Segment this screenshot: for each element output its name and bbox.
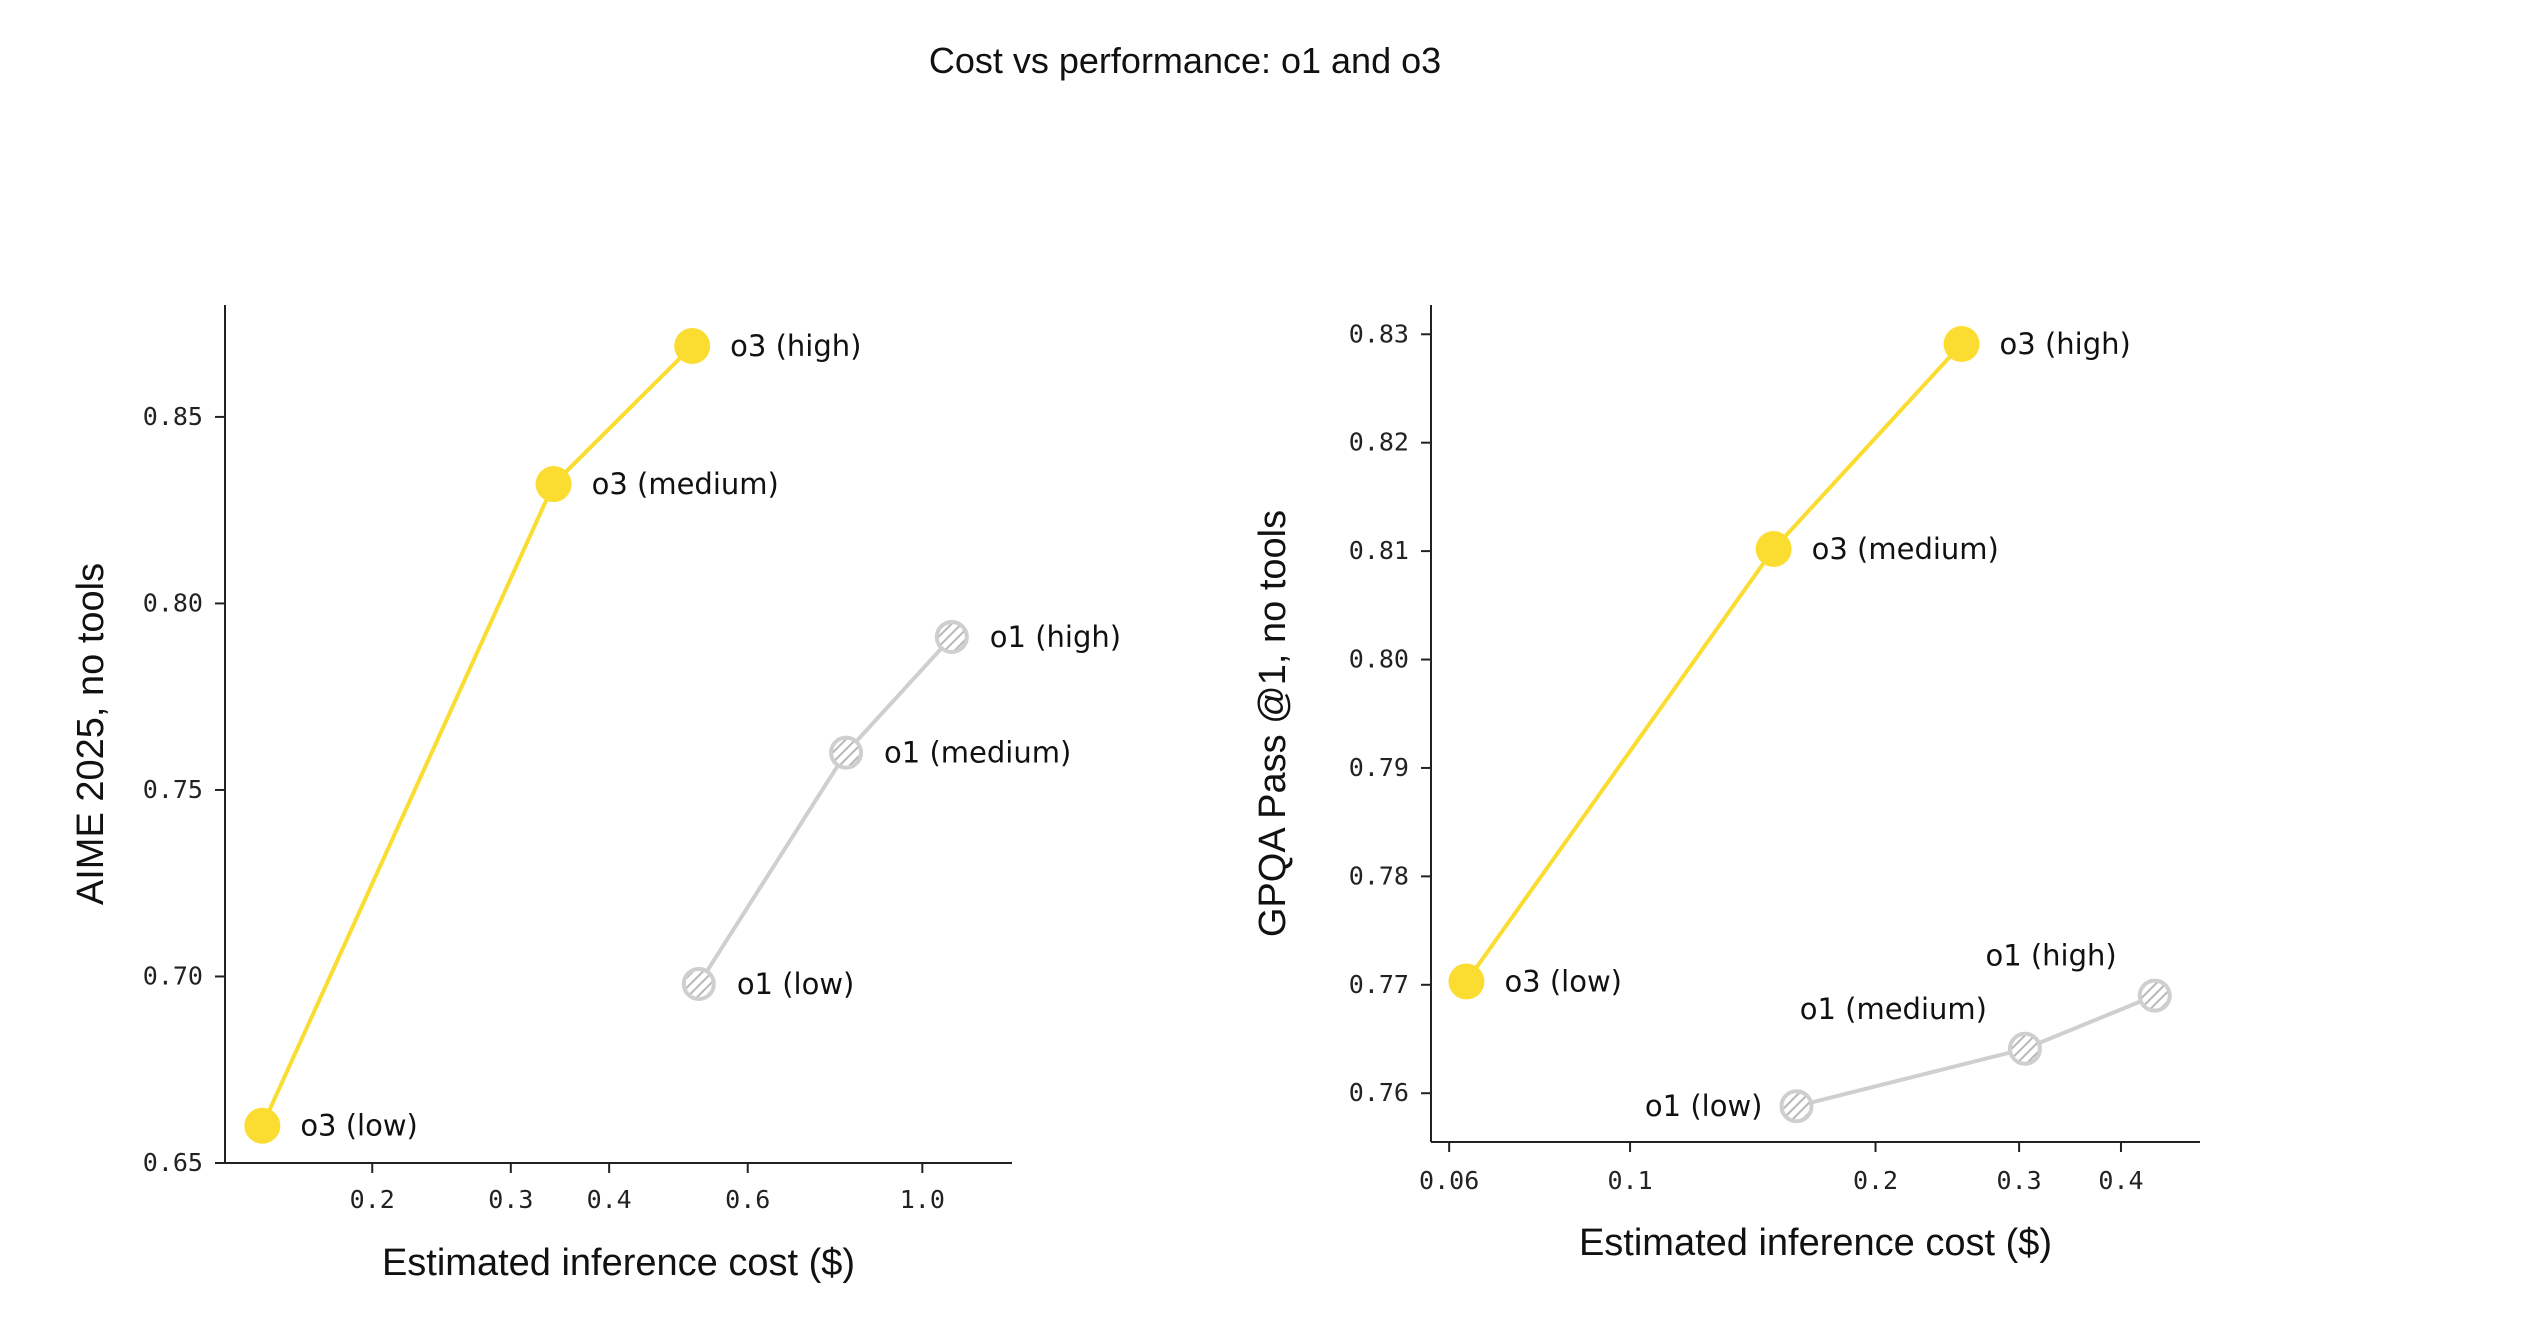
label-o1-medium: o1 (medium) bbox=[884, 736, 1071, 770]
label-o1-low: o1 (low) bbox=[737, 967, 855, 1001]
x-tick-label: 0.3 bbox=[1997, 1166, 2042, 1195]
label-o3-low: o3 (low) bbox=[1504, 965, 1622, 999]
x-tick-label: 1.0 bbox=[900, 1185, 945, 1214]
y-tick-label: 0.82 bbox=[1349, 428, 1409, 457]
series-line-o3 bbox=[1464, 342, 1964, 983]
y-axis-label: GPQA Pass @1, no tools bbox=[1252, 510, 1294, 937]
y-tick-label: 0.80 bbox=[143, 588, 203, 617]
label-o3-high: o3 (high) bbox=[730, 329, 861, 363]
x-tick-label: 0.6 bbox=[725, 1185, 770, 1214]
point-o1-high bbox=[934, 620, 969, 655]
point-o3-high bbox=[1943, 326, 1980, 363]
label-o3-high: o3 (high) bbox=[2000, 327, 2131, 361]
x-tick-label: 0.4 bbox=[2098, 1166, 2143, 1195]
y-tick-label: 0.70 bbox=[143, 961, 203, 990]
point-o3-medium bbox=[535, 466, 572, 503]
point-o3-medium bbox=[1755, 530, 1792, 567]
point-o1-low bbox=[1779, 1089, 1814, 1124]
x-axis-label: Estimated inference cost ($) bbox=[1579, 1222, 2052, 1264]
y-tick-label: 0.79 bbox=[1349, 753, 1409, 782]
x-axis-label: Estimated inference cost ($) bbox=[382, 1242, 855, 1284]
label-o1-low: o1 (low) bbox=[1645, 1089, 1763, 1123]
x-tick-label: 0.2 bbox=[350, 1185, 395, 1214]
point-o3-low bbox=[1448, 963, 1485, 1000]
y-tick-label: 0.81 bbox=[1349, 536, 1409, 565]
point-o1-medium bbox=[2007, 1031, 2042, 1066]
label-o1-high: o1 (high) bbox=[990, 620, 1121, 654]
label-o3-medium: o3 (medium) bbox=[1812, 532, 1999, 566]
y-tick-label: 0.77 bbox=[1349, 970, 1409, 999]
series-line-o3 bbox=[260, 344, 694, 1127]
y-tick-label: 0.76 bbox=[1349, 1078, 1409, 1107]
x-tick-label: 0.2 bbox=[1853, 1166, 1898, 1195]
point-o3-high bbox=[674, 328, 711, 365]
label-o3-medium: o3 (medium) bbox=[592, 467, 779, 501]
y-axis-label: AIME 2025, no tools bbox=[70, 563, 112, 905]
point-o1-medium bbox=[829, 735, 864, 770]
label-o1-medium: o1 (medium) bbox=[1800, 992, 1987, 1026]
y-tick-label: 0.80 bbox=[1349, 645, 1409, 674]
y-tick-label: 0.83 bbox=[1349, 319, 1409, 348]
x-tick-label: 0.1 bbox=[1607, 1166, 1652, 1195]
aime-chart-panel: 0.65 0.70 0.75 0.80 0.85 0.2 0.3 0.4 0.6 1.0 Estim… bbox=[70, 305, 1121, 1284]
label-o1-high: o1 (high) bbox=[1985, 939, 2116, 973]
x-tick-label: 0.06 bbox=[1419, 1166, 1479, 1195]
y-tick-label: 0.65 bbox=[143, 1148, 203, 1177]
y-tick-label: 0.85 bbox=[143, 402, 203, 431]
x-tick-label: 0.4 bbox=[587, 1185, 632, 1214]
gpqa-chart-panel: 0.76 0.77 0.78 0.79 0.80 0.81 0.82 0.83 0.06 0.1 0… bbox=[1252, 305, 2200, 1264]
chart-title: Cost vs performance: o1 and o3 bbox=[928, 40, 1442, 81]
point-o1-high bbox=[2137, 978, 2172, 1013]
y-tick-label: 0.75 bbox=[143, 775, 203, 804]
y-tick-label: 0.78 bbox=[1349, 861, 1409, 890]
series-line-o1 bbox=[697, 635, 954, 986]
x-tick-label: 0.3 bbox=[488, 1185, 533, 1214]
point-o1-low bbox=[681, 966, 716, 1001]
label-o3-low: o3 (low) bbox=[300, 1109, 418, 1143]
point-o3-low bbox=[244, 1107, 281, 1144]
